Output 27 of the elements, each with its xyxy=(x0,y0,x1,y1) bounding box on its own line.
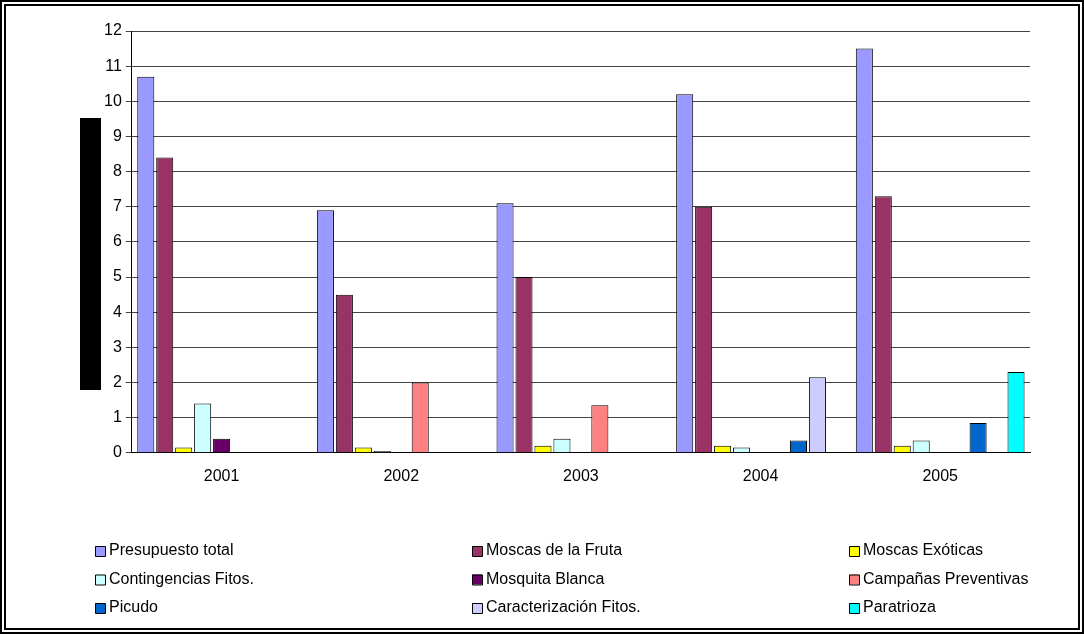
y-tick-label: 11 xyxy=(105,56,122,74)
y-tick-label: 1 xyxy=(112,408,122,426)
y-tick-label: 0 xyxy=(112,443,122,461)
legend-label: Moscas de la Fruta xyxy=(486,541,623,559)
x-tick-label: 2003 xyxy=(563,466,599,484)
x-tick-label: 2002 xyxy=(383,466,420,484)
legend-label: Campañas Preventivas xyxy=(863,569,1029,587)
y-tick-label: 5 xyxy=(112,267,122,285)
legend-label: Presupuesto total xyxy=(109,541,234,559)
legend-label: Mosquita Blanca xyxy=(486,569,605,587)
legend-label: Caracterización Fitos. xyxy=(486,598,641,616)
x-tick-label: 2001 xyxy=(203,466,240,484)
y-tick-label: 6 xyxy=(112,232,122,250)
y-tick-label: 2 xyxy=(112,372,122,390)
y-tick-label: 4 xyxy=(112,302,122,320)
legend-label: Picudo xyxy=(109,598,159,616)
x-tick-label: 2004 xyxy=(742,466,779,484)
y-tick-label: 3 xyxy=(112,337,122,355)
legend-label: Moscas Exóticas xyxy=(863,541,984,559)
y-tick-label: 10 xyxy=(104,91,122,109)
legend-label: Paratrioza xyxy=(863,598,937,616)
y-tick-label: 12 xyxy=(104,21,122,39)
legend-label: Contingencias Fitos. xyxy=(109,569,254,587)
y-tick-label: 9 xyxy=(112,126,122,144)
y-tick-label: 8 xyxy=(112,162,122,180)
x-tick-label: 2005 xyxy=(922,466,959,484)
y-tick-label: 7 xyxy=(112,197,122,215)
